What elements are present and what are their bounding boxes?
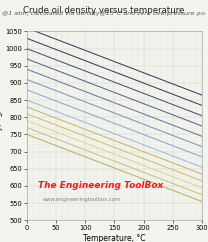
Text: Crude oil density versus temperature: Crude oil density versus temperature xyxy=(23,6,185,15)
Text: www.engineeringtoolbox.com: www.engineeringtoolbox.com xyxy=(43,197,121,202)
Y-axis label: Density, kg/m3: Density, kg/m3 xyxy=(0,97,2,155)
Text: The Engineering ToolBox: The Engineering ToolBox xyxy=(37,181,163,190)
X-axis label: Temperature, °C: Temperature, °C xyxy=(83,234,146,242)
Text: @1 atm, calculated via density@15°C and zero overpressure ρ₁₅: @1 atm, calculated via density@15°C and … xyxy=(2,11,206,16)
